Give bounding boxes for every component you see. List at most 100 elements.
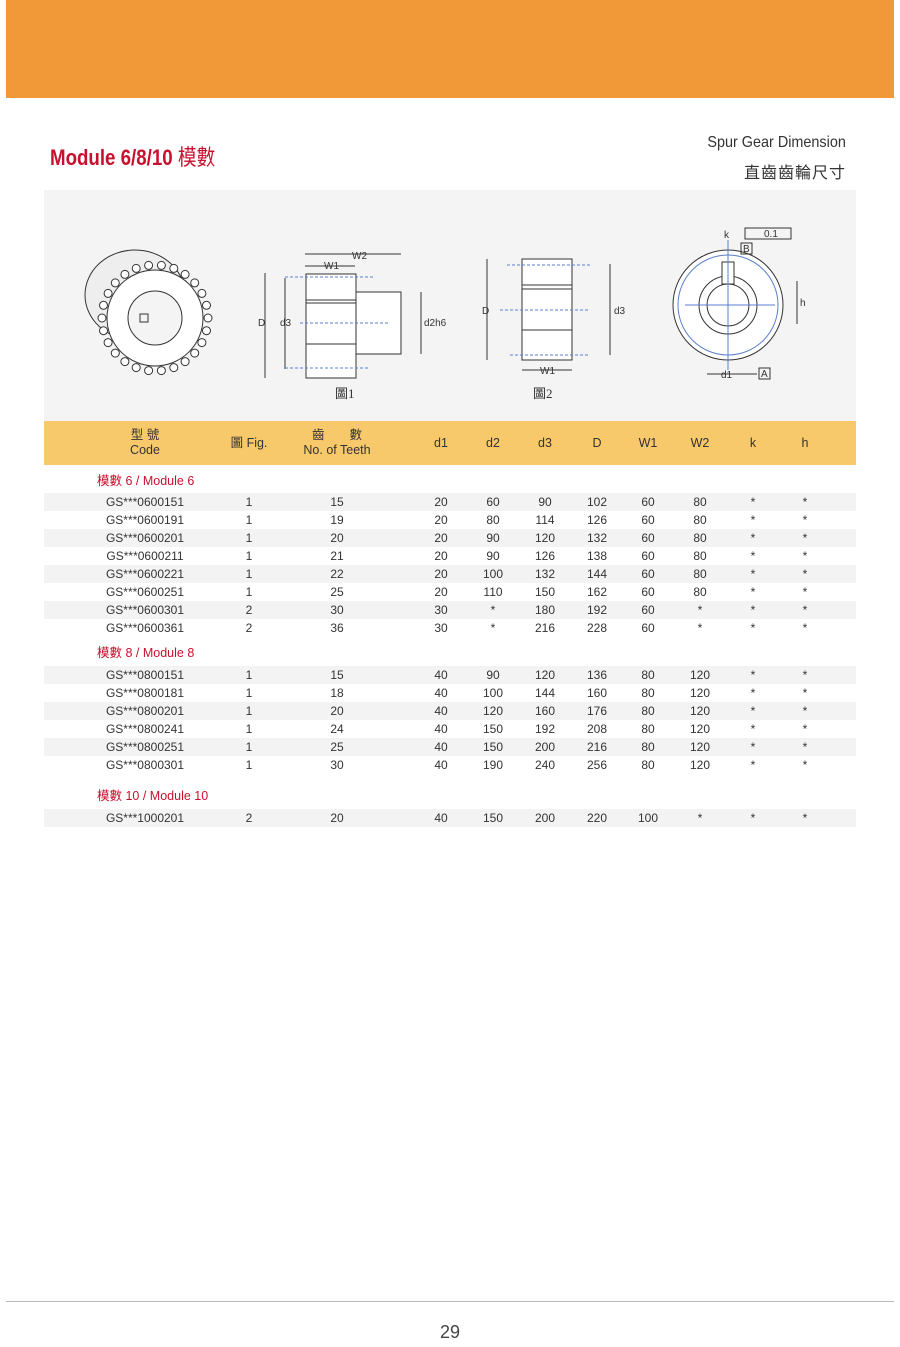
table-cell: 80 xyxy=(693,549,707,563)
gear-tooth xyxy=(110,278,120,288)
table-cell: 136 xyxy=(586,668,608,682)
table-cell: * xyxy=(697,621,703,635)
column-header-en: d2 xyxy=(486,435,500,450)
table-cell: * xyxy=(802,531,808,545)
table-cell: 160 xyxy=(534,704,556,718)
column-header-en: d3 xyxy=(538,435,552,450)
column-header: k xyxy=(750,421,756,465)
table-cell: 20 xyxy=(434,495,448,509)
column-header: D xyxy=(592,421,601,465)
gear-tooth xyxy=(197,288,207,298)
gear-tooth xyxy=(103,288,113,298)
table-header: 型 號 Code 圖 Fig. 齒 數 No. of Teeth d1 d2 d3 D W1 W2 k… xyxy=(44,421,856,465)
table-cell: 138 xyxy=(586,549,608,563)
fig3-label-tolerance: 0.1 xyxy=(764,229,778,240)
top-banner xyxy=(6,0,894,98)
table-cell: * xyxy=(802,549,808,563)
table-cell: * xyxy=(802,621,808,635)
table-cell: * xyxy=(750,531,756,545)
table-cell: * xyxy=(802,722,808,736)
table-cell: 144 xyxy=(586,567,608,581)
page-number: 29 xyxy=(439,1322,461,1342)
table-cell: 21 xyxy=(330,549,344,563)
table-cell: 1 xyxy=(245,668,253,682)
column-header-en: D xyxy=(592,435,602,450)
table-cell: 114 xyxy=(535,513,555,527)
table-cell: 126 xyxy=(534,549,556,563)
table-cell: 40 xyxy=(434,758,448,772)
table-cell: GS***0600201 xyxy=(105,531,185,545)
fig1-label-w1: W1 xyxy=(324,261,339,272)
fig3-label-k: k xyxy=(724,230,730,241)
table-cell: * xyxy=(802,513,808,527)
table-cell: 2 xyxy=(245,811,253,825)
table-cell: GS***0600251 xyxy=(105,585,185,599)
table-cell: 18 xyxy=(330,686,344,700)
table-cell: 80 xyxy=(641,668,655,682)
table-cell: 256 xyxy=(586,758,608,772)
table-cell: 1 xyxy=(245,704,253,718)
table-cell: 80 xyxy=(693,513,707,527)
table-cell: * xyxy=(490,621,496,635)
table-cell: 176 xyxy=(586,704,608,718)
table-cell: 120 xyxy=(689,668,711,682)
figure-1-drawing xyxy=(264,253,422,379)
table-cell: 216 xyxy=(586,740,608,754)
column-header-en: 圖 Fig. xyxy=(230,435,268,450)
table-row: GS***0600221 1 22 20 100 132 144 60 80 * * xyxy=(44,565,856,583)
table-cell: 192 xyxy=(534,722,556,736)
fig1-label-d2h6: d2h6 xyxy=(424,318,447,329)
column-header-en: Code xyxy=(130,443,160,457)
table-cell: * xyxy=(697,603,703,617)
table-cell: 22 xyxy=(330,567,344,581)
table-cell: 60 xyxy=(641,495,655,509)
gear-tooth xyxy=(197,338,207,348)
table-cell: * xyxy=(802,704,808,718)
title-en: Module 6/8/10 xyxy=(50,145,173,170)
column-header-en: h xyxy=(801,435,809,450)
table-cell: 120 xyxy=(534,531,556,545)
table-cell: 144 xyxy=(534,686,556,700)
table-cell: 90 xyxy=(486,531,500,545)
gear-tooth xyxy=(169,263,179,273)
gear-tooth xyxy=(120,357,130,367)
gear-tooth xyxy=(156,260,166,270)
table-cell: 1 xyxy=(245,549,253,563)
fig2-label-d: D xyxy=(482,306,489,317)
table-cell: 60 xyxy=(641,603,655,617)
section-label: 模數 6 / Module 6 xyxy=(97,474,195,488)
gear-tooth xyxy=(203,313,213,323)
table-cell: 216 xyxy=(534,621,556,635)
gear-tooth xyxy=(99,326,108,336)
gear-tooth xyxy=(190,278,200,288)
page-title: Module 6/8/10 模數 xyxy=(50,140,215,172)
table-cell: 15 xyxy=(330,668,344,682)
table-cell: 150 xyxy=(482,722,504,736)
table-cell: 40 xyxy=(434,722,448,736)
table-cell: 162 xyxy=(586,585,608,599)
gear-tooth xyxy=(180,269,190,279)
table-row: GS***0600251 1 25 20 110 150 162 60 80 * * xyxy=(44,583,856,601)
table-cell: 150 xyxy=(482,811,504,825)
table-cell: 102 xyxy=(586,495,608,509)
footer-divider xyxy=(6,1301,894,1302)
title-zh: 模數 xyxy=(177,145,216,170)
table-cell: 60 xyxy=(641,549,655,563)
table-cell: * xyxy=(490,603,496,617)
table-cell: 90 xyxy=(538,495,552,509)
table-cell: 30 xyxy=(330,603,344,617)
table-cell: 1 xyxy=(245,495,253,509)
table-cell: 60 xyxy=(641,513,655,527)
table-cell: 120 xyxy=(689,704,711,718)
fig1-label-d3: d3 xyxy=(280,318,292,329)
table-cell: 36 xyxy=(330,621,344,635)
table-cell: GS***1000201 xyxy=(105,811,185,825)
table-cell: 60 xyxy=(486,495,500,509)
table-row: GS***0600191 1 19 20 80 114 126 60 80 * * xyxy=(44,511,856,529)
table-cell: 120 xyxy=(482,704,504,718)
column-header: 圖 Fig. xyxy=(231,421,268,465)
table-cell: * xyxy=(750,740,756,754)
table-cell: * xyxy=(802,811,808,825)
table-cell: 1 xyxy=(245,758,253,772)
table-cell: 80 xyxy=(641,758,655,772)
